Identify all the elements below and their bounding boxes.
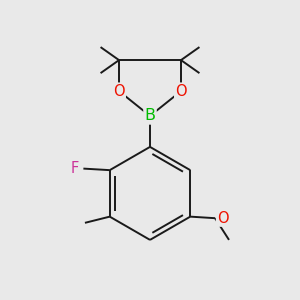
Text: O: O	[113, 84, 125, 99]
Text: O: O	[217, 211, 229, 226]
Text: F: F	[71, 161, 79, 176]
Text: O: O	[175, 84, 187, 99]
Text: B: B	[145, 108, 155, 123]
